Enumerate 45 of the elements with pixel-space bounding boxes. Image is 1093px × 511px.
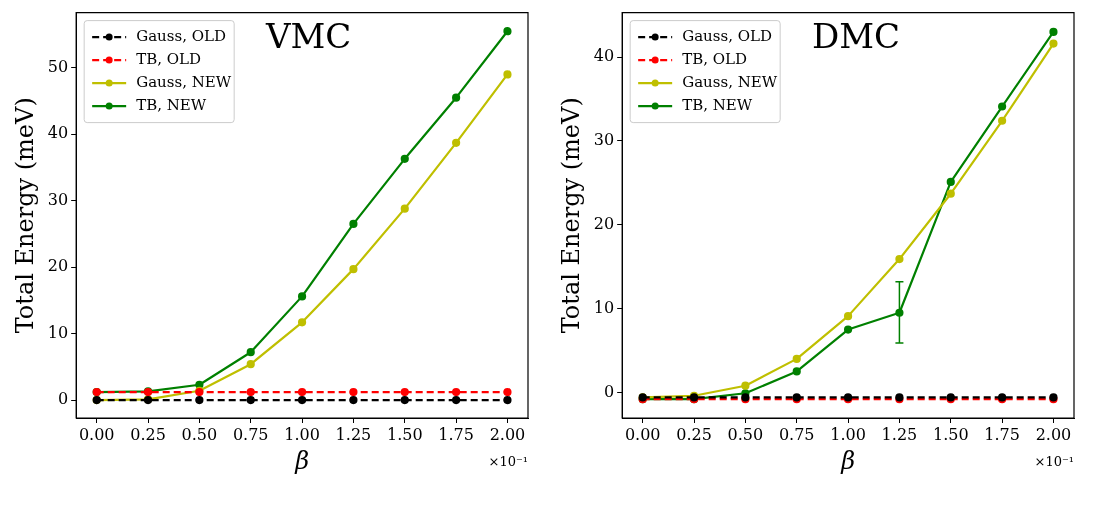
x-tick-label: 0.00	[624, 424, 661, 444]
x-tick-label: 0.50	[181, 424, 218, 444]
y-tick-label: 20	[47, 256, 69, 276]
legend-label: Gauss, NEW	[136, 72, 232, 91]
x-tick-label: 1.25	[335, 424, 372, 444]
y-axis-title: Total Energy (meV)	[10, 97, 39, 334]
text: ×10⁻¹	[1034, 453, 1074, 469]
x-tick-label: 0.25	[676, 424, 712, 444]
x-axis-title: β	[840, 446, 856, 475]
x-tick-label: 2.00	[489, 424, 526, 444]
x-tick-label: 0.00	[78, 424, 115, 444]
x-tick-label: 1.75	[984, 424, 1020, 444]
x-tick-label: 0.75	[778, 424, 815, 444]
x-tick-label: 1.75	[438, 424, 474, 444]
x-tick-label: 0.75	[232, 424, 269, 444]
x-tick-label: 0.50	[727, 424, 764, 444]
x-tick-label: 1.00	[830, 424, 866, 444]
x-tick-label: 1.50	[932, 424, 969, 444]
y-tick-label: 50	[47, 56, 69, 76]
y-tick-label: 40	[593, 46, 615, 66]
x-tick-label: 1.50	[386, 424, 423, 444]
y-tick-label: 30	[593, 130, 615, 150]
legend-label: Gauss, NEW	[682, 72, 778, 91]
legend-label: TB, OLD	[682, 49, 748, 68]
x-tick-label: 2.00	[1035, 424, 1072, 444]
chart-title: VMC	[264, 16, 352, 57]
chart-title: DMC	[811, 16, 901, 57]
legend-label: TB, OLD	[136, 49, 202, 68]
text: ×10⁻¹	[488, 453, 528, 469]
y-tick-label: 10	[47, 322, 69, 342]
y-axis-title: Total Energy (meV)	[556, 97, 585, 334]
legend-label: Gauss, OLD	[136, 26, 226, 45]
legend-label: Gauss, OLD	[682, 26, 772, 45]
y-tick-label: 30	[47, 189, 69, 209]
legend-label: TB, NEW	[136, 95, 207, 114]
x-tick-label: 1.00	[284, 424, 320, 444]
y-tick-label: 20	[593, 213, 615, 233]
legend-label: TB, NEW	[682, 95, 753, 114]
y-tick-label: 10	[593, 297, 615, 317]
y-tick-label: 0	[57, 389, 69, 409]
x-tick-label: 0.25	[130, 424, 166, 444]
x-axis-title: β	[294, 446, 310, 475]
y-tick-label: 0	[603, 381, 615, 401]
y-tick-label: 40	[47, 123, 69, 143]
x-tick-label: 1.25	[881, 424, 918, 444]
